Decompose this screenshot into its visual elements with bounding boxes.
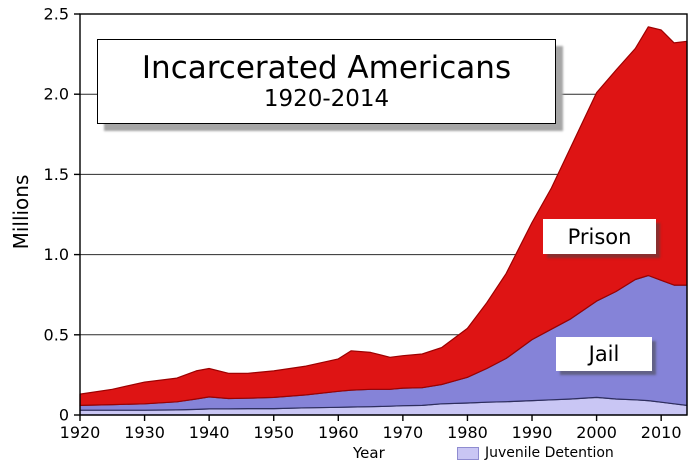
svg-text:0: 0 — [59, 406, 69, 425]
svg-text:0.5: 0.5 — [44, 325, 69, 344]
svg-text:1.0: 1.0 — [44, 245, 69, 264]
legend-swatch-juvenile-detention — [457, 446, 479, 460]
svg-text:2010: 2010 — [641, 423, 682, 442]
chart-subtitle: 1920-2014 — [263, 85, 390, 112]
svg-text:2.0: 2.0 — [44, 85, 69, 104]
chart-title: Incarcerated Americans — [141, 50, 512, 87]
legend-label-juvenile-detention: Juvenile Detention — [485, 445, 614, 461]
svg-text:1930: 1930 — [124, 423, 165, 442]
svg-text:1.5: 1.5 — [44, 165, 69, 184]
chart-title-box: Incarcerated Americans 1920-2014 — [97, 39, 556, 124]
svg-text:2.5: 2.5 — [44, 5, 69, 24]
svg-text:1960: 1960 — [318, 423, 359, 442]
svg-text:1990: 1990 — [512, 423, 553, 442]
svg-text:1920: 1920 — [60, 423, 101, 442]
svg-text:2000: 2000 — [576, 423, 617, 442]
svg-text:1950: 1950 — [253, 423, 294, 442]
x-axis-label: Year — [353, 444, 385, 462]
legend: Juvenile Detention — [457, 445, 614, 461]
prison-series-label: Prison — [543, 219, 656, 254]
y-axis-label: Millions — [9, 174, 33, 250]
svg-text:1940: 1940 — [189, 423, 230, 442]
svg-text:1970: 1970 — [383, 423, 424, 442]
jail-series-label: Jail — [556, 337, 652, 371]
svg-text:1980: 1980 — [447, 423, 488, 442]
